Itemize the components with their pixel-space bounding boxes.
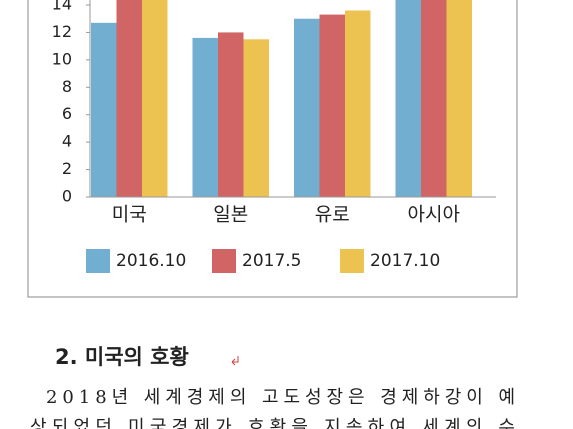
bar: [218, 32, 244, 197]
y-tick-label: 12: [52, 22, 72, 41]
legend-label: 2017.10: [370, 251, 440, 271]
body-line: 상되었던 미국경제가 호황을 지속하여 세계의 수: [30, 417, 515, 429]
bar: [116, 0, 142, 197]
bar: [345, 10, 371, 197]
legend-swatch: [86, 249, 110, 273]
y-tick-label: 10: [52, 49, 72, 68]
bar: [142, 0, 168, 197]
y-tick-label: 2: [62, 159, 72, 178]
legend-swatch: [340, 249, 364, 273]
legend-swatch: [212, 249, 236, 273]
bar: [91, 22, 117, 198]
y-tick-label: 8: [62, 77, 72, 96]
section-heading: 2. 미국의 호황: [55, 345, 189, 369]
x-tick-label: 아시아: [408, 204, 460, 226]
bar: [192, 37, 218, 197]
legend-label: 2017.5: [242, 251, 301, 271]
bar: [294, 18, 320, 198]
legend-label: 2016.10: [116, 251, 186, 271]
paragraph-mark: [231, 356, 239, 366]
bar: [395, 0, 421, 197]
x-tick-label: 일본: [213, 204, 248, 226]
y-tick-label: 0: [62, 187, 72, 206]
x-tick-label: 유로: [315, 204, 350, 226]
plot: 0 2 4 6 8 10 12 14 미국 일본 유로 아시아 2016.10 2017.5 2017.10: [52, 0, 496, 273]
y-tick-label: 4: [62, 132, 72, 151]
bar: [319, 14, 345, 197]
body-line: 2018년 세계경제의 고도성장은 경제하강이 예: [46, 387, 515, 408]
bar: [421, 0, 447, 197]
y-tick-label: 14: [52, 0, 72, 14]
chart-frame: [27, 0, 518, 298]
bar: [243, 39, 269, 198]
bar: [446, 0, 472, 197]
y-tick-label: 6: [62, 104, 72, 123]
x-tick-label: 미국: [112, 204, 147, 226]
